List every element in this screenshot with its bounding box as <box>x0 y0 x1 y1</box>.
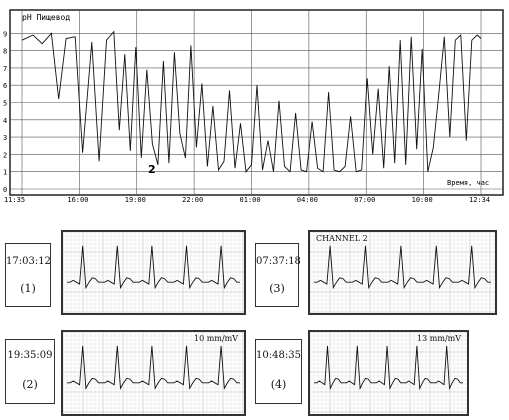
ecg-strip-2-svg <box>63 332 244 414</box>
ph-x-tick-label: 01:00 <box>240 196 261 204</box>
ph-y-tick-label: 0 <box>3 186 7 194</box>
strip-1-number: (1) <box>20 282 36 295</box>
ecg-strip-3-svg <box>310 232 495 313</box>
strip-3-channel-label: CHANNEL 2 <box>316 234 368 243</box>
strip-3-number: (3) <box>269 282 285 295</box>
ph-series-line <box>21 30 482 173</box>
ecg-trace <box>67 245 240 290</box>
ecg-strip-1-svg <box>63 232 244 313</box>
ph-x-tick-label: 12:34 <box>469 196 490 204</box>
time-box-3: 07:37:18 (3) <box>255 243 301 307</box>
ph-annotation: 2 <box>148 163 156 176</box>
ecg-strip-1 <box>61 230 246 315</box>
time-box-1: 17:03:12 (1) <box>5 243 51 307</box>
time-box-4: 10:48:35 (4) <box>255 339 302 404</box>
ph-x-ticks: 11:35 16:00 19:00 22:00 01:00 04:00 07:00 10:00… <box>4 196 490 204</box>
ecg-trace <box>314 345 463 391</box>
strip-3-time: 07:37:18 <box>256 256 301 267</box>
ph-x-tick-label: 11:35 <box>4 196 25 204</box>
ph-x-tick-label: 22:00 <box>182 196 203 204</box>
ecg-strip-4: 13 mm/mV <box>308 330 469 416</box>
ph-y-tick-label: 5 <box>3 100 7 108</box>
strip-2-time: 19:35:09 <box>7 350 53 361</box>
ph-y-tick-label: 2 <box>3 151 7 159</box>
ecg-strip-2: 10 mm/mV <box>61 330 246 416</box>
ph-y-tick-label: 3 <box>3 134 7 142</box>
ph-y-tick-label: 7 <box>3 65 7 73</box>
ph-y-tick-label: 1 <box>3 169 7 177</box>
strip-2-number: (2) <box>22 378 38 391</box>
ph-chart: 0 1 2 3 4 5 6 7 8 9 11:35 16:00 19:00 22:00 01:00 04:0… <box>3 9 504 204</box>
ph-y-tick-label: 9 <box>3 30 7 38</box>
ecg-strip-4-svg <box>310 332 467 414</box>
ph-y-tick-label: 6 <box>3 82 7 90</box>
ph-x-tick-label: 04:00 <box>297 196 318 204</box>
strip-4-number: (4) <box>270 378 287 391</box>
strip-4-scale: 13 mm/mV <box>417 334 461 343</box>
ph-chart-title: pH Пищевод <box>22 13 70 22</box>
ph-x-tick-label: 07:00 <box>354 196 375 204</box>
ecg-strip-3: CHANNEL 2 <box>308 230 497 315</box>
ph-y-ticks: 0 1 2 3 4 5 6 7 8 9 <box>3 30 7 194</box>
ph-x-tick-label: 16:00 <box>67 196 88 204</box>
ph-x-tick-label: 10:00 <box>412 196 433 204</box>
ecg-trace <box>67 345 240 390</box>
time-box-2: 19:35:09 (2) <box>5 339 55 404</box>
strip-2-scale: 10 mm/mV <box>194 334 238 343</box>
ph-y-tick-label: 8 <box>3 48 7 56</box>
ph-x-axis-label: Время, час <box>447 179 489 187</box>
ecg-trace <box>314 245 491 290</box>
ph-y-tick-label: 4 <box>3 117 7 125</box>
strip-1-time: 17:03:12 <box>6 256 51 267</box>
strip-4-time: 10:48:35 <box>256 350 301 361</box>
ph-x-tick-label: 19:00 <box>125 196 146 204</box>
